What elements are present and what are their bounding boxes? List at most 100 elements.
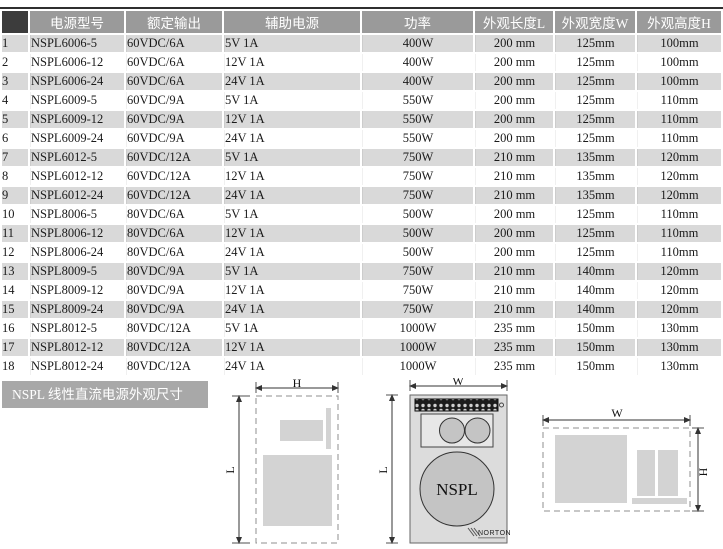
spec-table: 电源型号 额定输出 辅助电源 功率 外观长度L 外观宽度W 外观高度H 1 NSPL6006-… [0, 7, 723, 377]
cell-power: 750W [362, 149, 473, 166]
cell-aux: 12V 1A [224, 111, 360, 128]
cell-power: 1000W [362, 358, 473, 375]
table-row: 5 NSPL6009-12 60VDC/9A 12V 1A 550W 200 mm 125m… [2, 111, 721, 128]
cell-output: 80VDC/12A [126, 358, 222, 375]
cell-output: 60VDC/9A [126, 92, 222, 109]
cell-length: 200 mm [475, 225, 553, 242]
cell-model: NSPL6006-24 [30, 73, 124, 90]
cell-length: 200 mm [475, 35, 553, 52]
cell-length: 210 mm [475, 282, 553, 299]
cell-length: 200 mm [475, 92, 553, 109]
top-outline [542, 427, 691, 512]
cell-output: 60VDC/6A [126, 54, 222, 71]
cell-length: 200 mm [475, 206, 553, 223]
table-row: 11 NSPL8006-12 80VDC/6A 12V 1A 500W 200 mm 125… [2, 225, 721, 242]
cell-output: 80VDC/9A [126, 282, 222, 299]
table-row: 17 NSPL8012-12 80VDC/12A 12V 1A 1000W 235 mm 1… [2, 339, 721, 356]
cell-no: 14 [2, 282, 28, 299]
top-component [632, 498, 687, 504]
cell-width: 125mm [555, 35, 635, 52]
cell-output: 60VDC/9A [126, 111, 222, 128]
cell-width: 140mm [555, 263, 635, 280]
table-row: 16 NSPL8012-5 80VDC/12A 5V 1A 1000W 235 mm 150… [2, 320, 721, 337]
cell-no: 17 [2, 339, 28, 356]
cell-output: 80VDC/6A [126, 244, 222, 261]
nspl-dial [419, 451, 495, 527]
cell-model: NSPL6012-5 [30, 149, 124, 166]
table-row: 12 NSPL8006-24 80VDC/6A 24V 1A 500W 200 mm 125… [2, 244, 721, 261]
table-row: 18 NSPL8012-24 80VDC/12A 24V 1A 1000W 235 mm 1… [2, 358, 721, 375]
cell-model: NSPL6012-12 [30, 168, 124, 185]
cell-no: 11 [2, 225, 28, 242]
cell-height: 120mm [637, 263, 721, 280]
cell-height: 120mm [637, 168, 721, 185]
column-header: 电源型号 [30, 11, 124, 33]
cell-model: NSPL8012-12 [30, 339, 124, 356]
cell-width: 135mm [555, 149, 635, 166]
cell-model: NSPL8012-5 [30, 320, 124, 337]
cell-no: 18 [2, 358, 28, 375]
cell-aux: 5V 1A [224, 92, 360, 109]
cell-height: 100mm [637, 35, 721, 52]
cell-length: 235 mm [475, 339, 553, 356]
dim-label-l: L [378, 466, 390, 473]
cell-height: 130mm [637, 320, 721, 337]
cell-aux: 24V 1A [224, 73, 360, 90]
cell-width: 135mm [555, 168, 635, 185]
cell-height: 120mm [637, 149, 721, 166]
cell-length: 200 mm [475, 73, 553, 90]
column-header: 外观长度L [475, 11, 553, 33]
cell-aux: 5V 1A [224, 263, 360, 280]
side-component [263, 455, 332, 526]
cell-aux: 12V 1A [224, 225, 360, 242]
cell-no: 13 [2, 263, 28, 280]
side-component [280, 420, 323, 441]
table-row: 8 NSPL6012-12 60VDC/12A 12V 1A 750W 210 mm 135… [2, 168, 721, 185]
cell-model: NSPL6009-24 [30, 130, 124, 147]
cell-height: 120mm [637, 301, 721, 318]
cell-width: 125mm [555, 92, 635, 109]
cell-width: 125mm [555, 130, 635, 147]
table-row: 15 NSPL8009-24 80VDC/9A 24V 1A 750W 210 mm 140… [2, 301, 721, 318]
cell-power: 750W [362, 263, 473, 280]
cell-output: 80VDC/9A [126, 301, 222, 318]
cell-power: 750W [362, 168, 473, 185]
cell-aux: 5V 1A [224, 35, 360, 52]
cell-aux: 24V 1A [224, 358, 360, 375]
cell-width: 150mm [555, 320, 635, 337]
cell-height: 110mm [637, 92, 721, 109]
cell-power: 550W [362, 130, 473, 147]
cell-no: 12 [2, 244, 28, 261]
cell-aux: 12V 1A [224, 54, 360, 71]
table-row: 3 NSPL6006-24 60VDC/6A 24V 1A 400W 200 mm 125m… [2, 73, 721, 90]
panel-model-text: NSPL [436, 480, 478, 499]
cell-no: 1 [2, 35, 28, 52]
cell-length: 200 mm [475, 244, 553, 261]
cell-power: 500W [362, 225, 473, 242]
meter-dial [439, 417, 465, 444]
section-banner: NSPL 线性直流电源外观尺寸 [2, 381, 208, 408]
cell-model: NSPL8006-24 [30, 244, 124, 261]
cell-model: NSPL8009-12 [30, 282, 124, 299]
cell-model: NSPL8009-5 [30, 263, 124, 280]
cell-aux: 12V 1A [224, 168, 360, 185]
cell-no: 7 [2, 149, 28, 166]
cell-power: 550W [362, 111, 473, 128]
cell-height: 120mm [637, 282, 721, 299]
cell-model: NSPL6009-5 [30, 92, 124, 109]
top-view-diagram: W H [542, 406, 710, 512]
cell-output: 60VDC/6A [126, 73, 222, 90]
column-header: 外观高度H [637, 11, 721, 33]
cell-height: 110mm [637, 111, 721, 128]
cell-model: NSPL8006-5 [30, 206, 124, 223]
cell-power: 400W [362, 73, 473, 90]
meter-dial [464, 417, 491, 444]
cell-width: 125mm [555, 54, 635, 71]
cell-length: 235 mm [475, 320, 553, 337]
cell-height: 110mm [637, 225, 721, 242]
cell-no: 15 [2, 301, 28, 318]
cell-no: 4 [2, 92, 28, 109]
dim-label-h: H [696, 467, 710, 476]
column-header: 辅助电源 [224, 11, 360, 33]
